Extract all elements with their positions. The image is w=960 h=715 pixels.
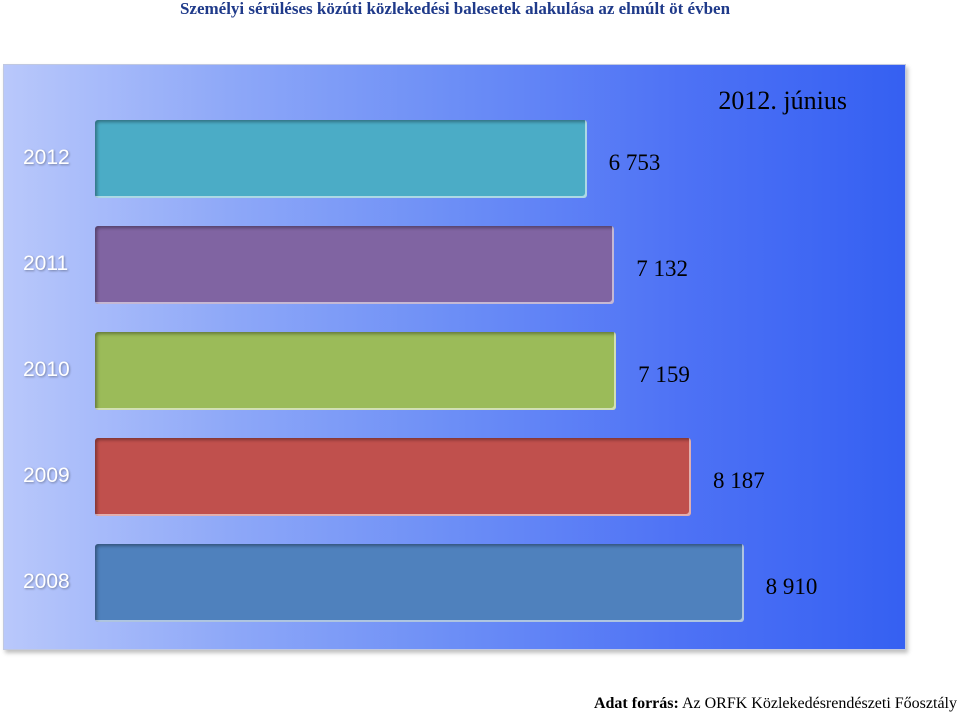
bar-2011 (95, 226, 615, 304)
chart-title: Személyi sérüléses közúti közlekedési ba… (179, 0, 731, 18)
data-source-note: Adat forrás: Az ORFK Közlekedésrendészet… (594, 695, 957, 713)
plot-area: 2012. június 2012 6 753 2011 7 132 2010 7 159… (3, 64, 906, 650)
source-text: Az ORFK Közlekedésrendészeti Főosztály (678, 695, 957, 712)
category-label-2011: 2011 (23, 252, 69, 275)
chart-subtitle: 2012. június (718, 86, 847, 115)
value-label-2010: 7 159 (638, 362, 690, 387)
category-label-2009: 2009 (23, 464, 70, 487)
value-label-2008: 8 910 (765, 574, 818, 599)
category-label-2010: 2010 (23, 358, 70, 381)
category-label-2008: 2008 (23, 570, 70, 593)
bar-2009 (95, 438, 691, 516)
value-label-2011: 7 132 (636, 256, 688, 281)
bar-2012 (95, 120, 587, 198)
bar-2010 (95, 332, 617, 410)
value-label-2009: 8 187 (713, 468, 765, 493)
value-label-2012: 6 753 (608, 150, 661, 175)
source-label: Adat forrás: (593, 695, 679, 712)
category-label-2012: 2012 (23, 146, 70, 169)
bar-2008 (95, 544, 744, 622)
